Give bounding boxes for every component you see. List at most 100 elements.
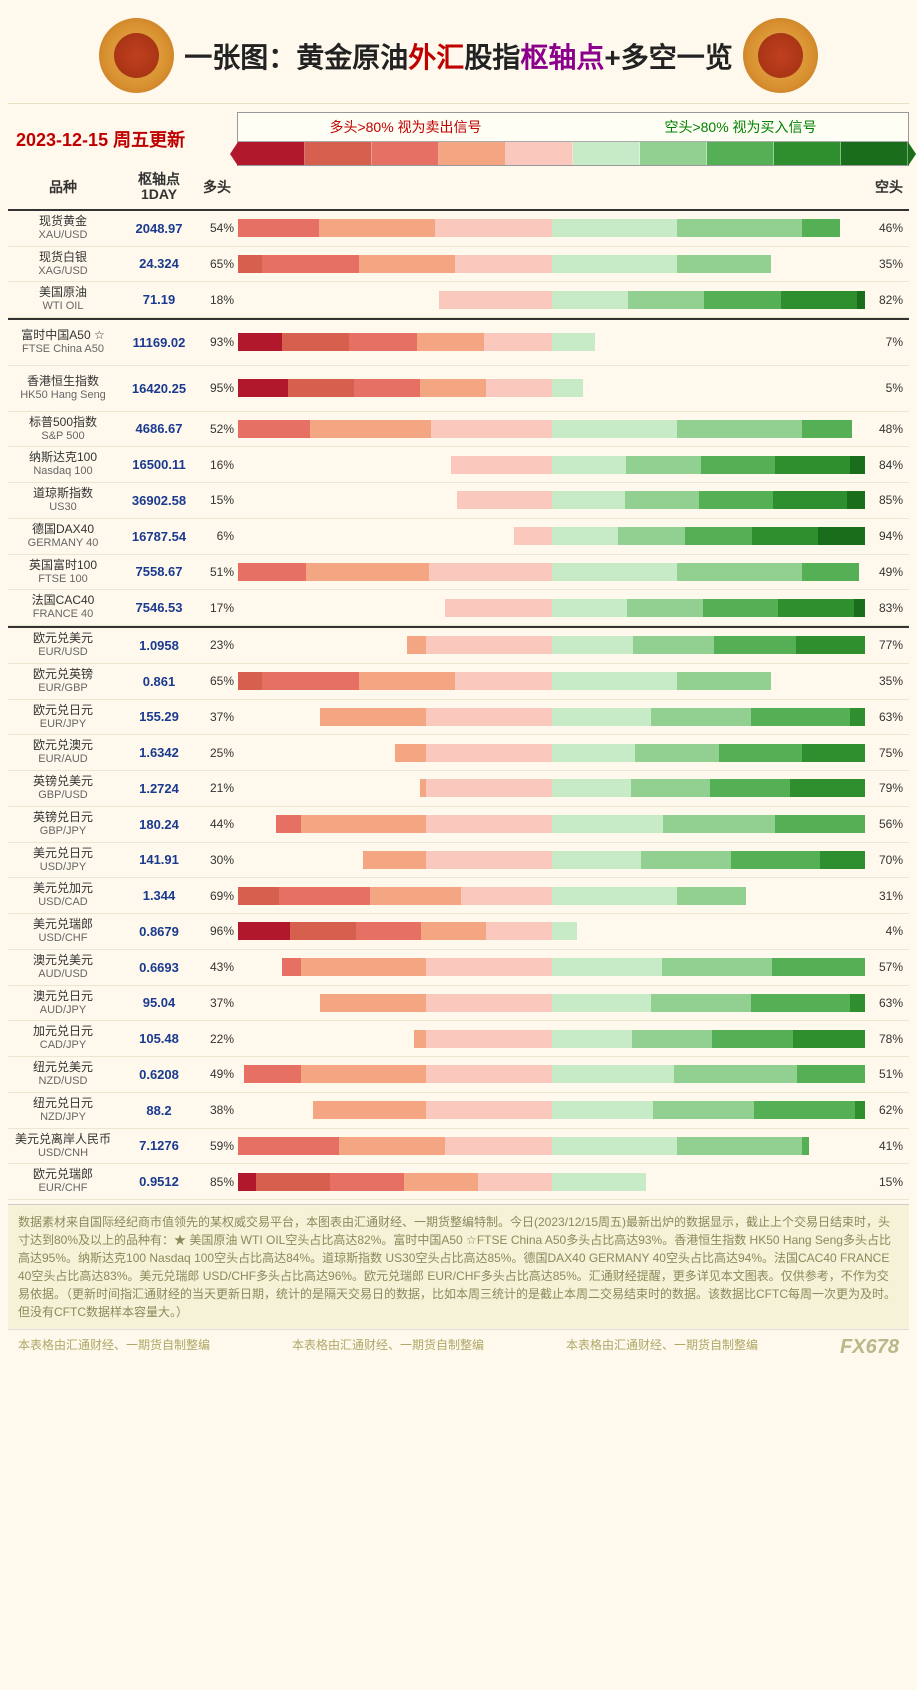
watermark: FX678 [840,1336,899,1359]
table-row: 富时中国A50 ☆FTSE China A5011169.0293%7% [8,320,909,366]
long-pct: 30% [200,853,234,867]
gradient-cell [707,142,774,165]
short-pct: 31% [869,889,909,903]
table-row: 纽元兑日元NZD/JPY88.238%62% [8,1093,909,1129]
table-row: 欧元兑英镑EUR/GBP0.86165%35% [8,664,909,700]
table-row: 欧元兑澳元EUR/AUD1.634225%75% [8,735,909,771]
table-row: 法国CAC40FRANCE 407546.5317%83% [8,590,909,626]
short-pct: 7% [869,335,909,349]
instrument-name: 道琼斯指数US30 [8,486,118,515]
short-pct: 75% [869,746,909,760]
pivot-value: 141.91 [118,852,200,867]
table-row: 澳元兑美元AUD/USD0.669343% 57% [8,950,909,986]
instrument-name: 英镑兑美元GBP/USD [8,774,118,803]
short-pct: 70% [869,853,909,867]
col-header-short: 空头 [869,177,909,197]
short-pct: 79% [869,781,909,795]
col-header-name: 品种 [8,177,118,197]
gradient-cell [774,142,841,165]
table-row: 美元兑日元USD/JPY141.9130% 70% [8,843,909,879]
pivot-value: 1.344 [118,888,200,903]
gradient-cell [640,142,707,165]
instrument-name: 美元兑加元USD/CAD [8,881,118,910]
gradient-cell [573,142,640,165]
short-pct: 94% [869,529,909,543]
long-pct: 17% [200,601,234,615]
long-pct: 18% [200,293,234,307]
gradient-cell [372,142,439,165]
table-row: 现货白银XAG/USD24.32465%35% [8,247,909,283]
table-row: 美元兑离岸人民币USD/CNH7.127659%41% [8,1129,909,1165]
long-pct: 16% [200,458,234,472]
sentiment-bar [234,742,869,764]
instrument-name: 欧元兑澳元EUR/AUD [8,738,118,767]
instrument-name: 德国DAX40GERMANY 40 [8,522,118,551]
legend-box: 多头>80% 视为卖出信号 空头>80% 视为买入信号 [237,112,909,166]
chart-container: 一张图：黄金原油外汇股指枢轴点+多空一览 2023-12-15 周五更新 多头>… [0,0,917,1369]
pivot-value: 24.324 [118,256,200,271]
table-row: 英镑兑日元GBP/JPY180.2444%56% [8,807,909,843]
gradient-scale [238,141,908,165]
sentiment-bar [234,849,869,871]
long-pct: 59% [200,1139,234,1153]
short-pct: 15% [869,1175,909,1189]
update-date: 2023-12-15 周五更新 [8,126,233,152]
table-row: 加元兑日元CAD/JPY105.4822%78% [8,1021,909,1057]
short-pct: 57% [869,960,909,974]
pivot-value: 71.19 [118,292,200,307]
sentiment-bar [234,706,869,728]
sentiment-bar [234,920,869,942]
table-row: 欧元兑日元EUR/JPY155.2937%63% [8,700,909,736]
gradient-cell [238,142,305,165]
short-pct: 5% [869,381,909,395]
table-row: 欧元兑美元EUR/USD1.095823%77% [8,628,909,664]
instrument-name: 美国原油WTI OIL [8,285,118,314]
instrument-name: 现货白银XAG/USD [8,250,118,279]
instrument-name: 澳元兑美元AUD/USD [8,953,118,982]
gradient-cell [506,142,573,165]
long-pct: 69% [200,889,234,903]
table-row: 道琼斯指数US3036902.5815%85% [8,483,909,519]
col-header-long: 多头 [200,177,234,197]
instrument-name: 香港恒生指数HK50 Hang Seng [8,374,118,403]
pivot-value: 1.2724 [118,781,200,796]
pivot-value: 16420.25 [118,381,200,396]
pivot-value: 7.1276 [118,1138,200,1153]
pivot-value: 0.6693 [118,960,200,975]
instrument-name: 美元兑日元USD/JPY [8,846,118,875]
short-pct: 83% [869,601,909,615]
instrument-name: 欧元兑日元EUR/JPY [8,703,118,732]
sentiment-bar [234,331,869,353]
pivot-value: 0.6208 [118,1067,200,1082]
pivot-value: 16787.54 [118,529,200,544]
long-pct: 85% [200,1175,234,1189]
column-headers: 品种 枢轴点 1DAY 多头 空头 [8,166,909,211]
legend-long-label: 多头>80% 视为卖出信号 [329,117,481,137]
instrument-name: 现货黄金XAU/USD [8,214,118,243]
pivot-value: 2048.97 [118,221,200,236]
sentiment-bar [234,377,869,399]
table-row: 美元兑瑞郎USD/CHF0.867996%4% [8,914,909,950]
sentiment-bar [234,418,869,440]
credit-1: 本表格由汇通财经、一期货自制整编 [18,1336,210,1359]
instrument-name: 英国富时100FTSE 100 [8,558,118,587]
long-pct: 65% [200,257,234,271]
long-pct: 38% [200,1103,234,1117]
short-pct: 77% [869,638,909,652]
pivot-value: 0.861 [118,674,200,689]
instrument-name: 欧元兑瑞郎EUR/CHF [8,1167,118,1196]
table-row: 欧元兑瑞郎EUR/CHF0.951285%15% [8,1164,909,1200]
instrument-name: 美元兑瑞郎USD/CHF [8,917,118,946]
short-pct: 85% [869,493,909,507]
pivot-value: 11169.02 [118,335,200,350]
instrument-name: 澳元兑日元AUD/JPY [8,989,118,1018]
subheader: 2023-12-15 周五更新 多头>80% 视为卖出信号 空头>80% 视为买… [8,112,909,166]
long-pct: 43% [200,960,234,974]
sentiment-bar [234,992,869,1014]
sentiment-bar [234,634,869,656]
short-pct: 84% [869,458,909,472]
data-sections: 现货黄金XAU/USD2048.9754%46%现货白银XAG/USD24.32… [8,211,909,1200]
sentiment-bar [234,489,869,511]
table-row: 纽元兑美元NZD/USD0.620849%51% [8,1057,909,1093]
instrument-name: 加元兑日元CAD/JPY [8,1024,118,1053]
